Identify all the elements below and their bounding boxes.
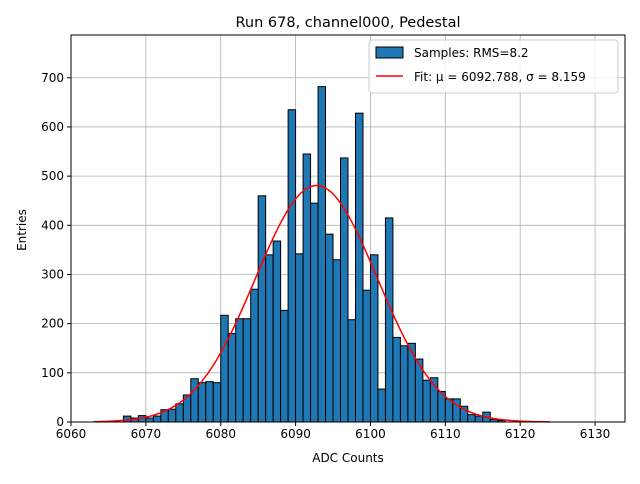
histogram-bar xyxy=(167,408,177,423)
histogram-bar xyxy=(392,336,401,423)
y-tick-label: 300 xyxy=(41,267,64,281)
y-tick-label: 700 xyxy=(41,71,64,85)
histogram-bar xyxy=(152,415,162,423)
histogram-bar xyxy=(280,309,289,423)
histogram-bar xyxy=(175,403,184,423)
x-tick-label: 6110 xyxy=(430,427,461,441)
histogram-bar xyxy=(340,157,349,423)
legend: Samples: RMS=8.2 Fit: μ = 6092.788, σ = … xyxy=(368,39,619,94)
histogram-bars xyxy=(122,86,506,423)
x-axis-ticks: 6060 6070 6080 6090 6100 6110 6120 6130 xyxy=(56,422,611,441)
histogram-bar xyxy=(212,382,222,423)
histogram-bar xyxy=(287,109,297,423)
histogram-bar xyxy=(205,381,214,423)
histogram-bar xyxy=(347,319,356,423)
histogram-bar xyxy=(354,112,364,423)
legend-label-samples: Samples: RMS=8.2 xyxy=(414,46,529,60)
histogram-bar xyxy=(302,153,312,423)
histogram-bar xyxy=(467,414,476,423)
x-tick-label: 6080 xyxy=(205,427,236,441)
legend-label-fit: Fit: μ = 6092.788, σ = 8.159 xyxy=(414,70,586,84)
histogram-bar xyxy=(227,332,237,423)
histogram-bar xyxy=(369,254,379,423)
y-tick-label: 0 xyxy=(56,415,64,429)
x-tick-label: 6100 xyxy=(355,427,386,441)
axes-frame xyxy=(70,34,626,423)
y-tick-label: 200 xyxy=(41,317,64,331)
x-tick-label: 6060 xyxy=(56,427,87,441)
histogram-bar xyxy=(257,195,267,423)
x-tick-label: 6090 xyxy=(280,427,311,441)
y-axis-ticks: 0 100 200 300 400 500 600 700 xyxy=(41,71,71,429)
histogram-bar xyxy=(242,318,252,423)
y-tick-label: 600 xyxy=(41,120,64,134)
histogram-bar xyxy=(332,259,342,423)
y-axis-label: Entries xyxy=(15,209,29,251)
x-tick-label: 6070 xyxy=(131,427,162,441)
x-tick-label: 6130 xyxy=(580,427,611,441)
histogram-bar xyxy=(317,86,327,423)
y-tick-label: 400 xyxy=(41,218,64,232)
histogram-bar xyxy=(422,379,431,423)
histogram-bar xyxy=(145,417,154,423)
histogram-bar xyxy=(474,415,484,423)
gaussian-fit-line xyxy=(93,184,551,423)
chart-title: Run 678, channel000, Pedestal xyxy=(235,15,460,31)
legend-swatch-samples xyxy=(375,46,404,59)
x-axis-label: ADC Counts xyxy=(312,451,384,465)
legend-box xyxy=(368,39,619,94)
histogram-bar xyxy=(265,254,274,423)
histogram-bar xyxy=(250,288,259,423)
histogram-bar xyxy=(325,233,334,423)
histogram-bar xyxy=(310,202,319,423)
histogram-bar xyxy=(399,345,409,423)
histogram-bar xyxy=(190,378,199,423)
histogram-bar xyxy=(272,240,282,423)
y-tick-label: 500 xyxy=(41,169,64,183)
histogram-bar xyxy=(362,289,371,423)
histogram-bar xyxy=(295,253,304,423)
histogram-bar xyxy=(384,217,394,423)
histogram-bar xyxy=(377,388,386,423)
histogram-bar xyxy=(220,314,229,423)
y-tick-label: 100 xyxy=(41,366,64,380)
histogram-bar xyxy=(235,318,244,423)
x-tick-label: 6120 xyxy=(505,427,536,441)
histogram-bar xyxy=(197,382,207,423)
